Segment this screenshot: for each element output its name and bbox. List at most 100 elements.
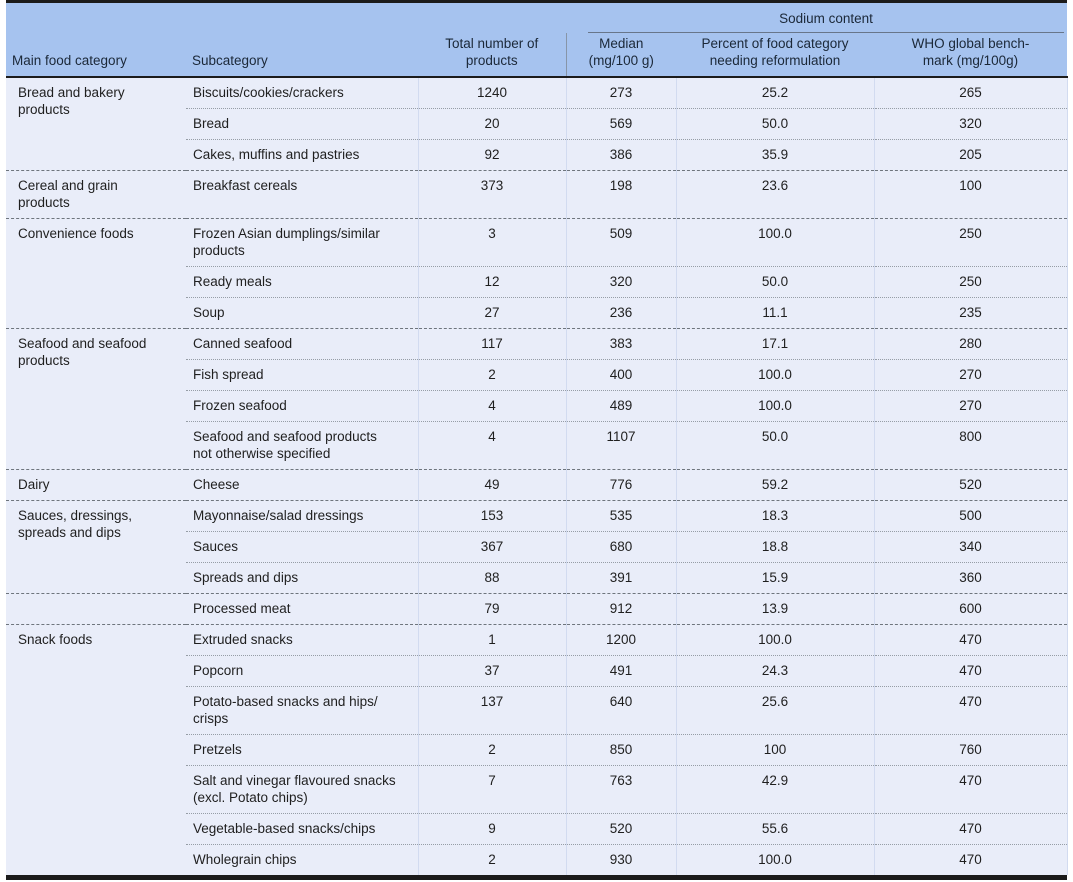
median-sodium-cell: 640 bbox=[565, 686, 676, 735]
col-header-percent-reformulation: Percent of food category needing reformu… bbox=[676, 33, 874, 78]
subcategory-cell: Wholegrain chips bbox=[186, 844, 418, 875]
percent-reformulation-cell: 55.6 bbox=[675, 813, 874, 845]
who-benchmark-cell: 470 bbox=[873, 765, 1068, 814]
who-benchmark-cell: 470 bbox=[873, 813, 1068, 845]
who-benchmark-cell: 205 bbox=[873, 139, 1068, 171]
sodium-content-table: Sodium content Main food category Subcat… bbox=[6, 3, 1068, 875]
total-products-cell: 373 bbox=[417, 170, 566, 219]
who-benchmark-cell: 470 bbox=[873, 624, 1068, 656]
table-row: Fish spread 2 400 100.0 270 bbox=[6, 359, 1068, 391]
total-products-cell: 12 bbox=[417, 266, 566, 298]
who-benchmark-cell: 520 bbox=[873, 469, 1068, 501]
main-category-cell: Snack foods bbox=[6, 624, 186, 875]
who-benchmark-cell: 470 bbox=[873, 655, 1068, 687]
total-products-cell: 49 bbox=[417, 469, 566, 501]
total-products-cell: 1240 bbox=[417, 77, 566, 109]
subcategory-cell: Breakfast cereals bbox=[186, 170, 418, 219]
total-products-cell: 20 bbox=[417, 108, 566, 140]
table-row: Potato-based snacks and hips/ crisps 137 6… bbox=[6, 686, 1068, 735]
median-sodium-cell: 391 bbox=[565, 562, 676, 594]
who-benchmark-cell: 265 bbox=[873, 77, 1068, 109]
column-header-row: Main food category Subcategory Total num… bbox=[6, 33, 1068, 78]
table-row: Pretzels 2 850 100 760 bbox=[6, 734, 1068, 766]
percent-reformulation-cell: 50.0 bbox=[675, 108, 874, 140]
median-sodium-cell: 198 bbox=[565, 170, 676, 219]
median-sodium-cell: 273 bbox=[565, 77, 676, 109]
median-sodium-cell: 850 bbox=[565, 734, 676, 766]
median-sodium-cell: 489 bbox=[565, 390, 676, 422]
percent-reformulation-cell: 35.9 bbox=[675, 139, 874, 171]
total-products-cell: 37 bbox=[417, 655, 566, 687]
table-row: Bread 20 569 50.0 320 bbox=[6, 108, 1068, 140]
who-benchmark-cell: 320 bbox=[873, 108, 1068, 140]
median-sodium-cell: 680 bbox=[565, 531, 676, 563]
table-row: Soup 27 236 11.1 235 bbox=[6, 297, 1068, 329]
total-products-cell: 4 bbox=[417, 421, 566, 470]
table-row: Dairy Cheese 49 776 59.2 520 bbox=[6, 469, 1068, 501]
header-blank-cell bbox=[6, 3, 566, 33]
subcategory-cell: Frozen Asian dumplings/similar products bbox=[186, 218, 418, 267]
subcategory-cell: Processed meat bbox=[186, 593, 418, 625]
subcategory-cell: Salt and vinegar flavoured snacks (excl.… bbox=[186, 765, 418, 814]
col-header-main-food-category: Main food category bbox=[6, 33, 186, 78]
percent-reformulation-cell: 15.9 bbox=[675, 562, 874, 594]
percent-reformulation-cell: 24.3 bbox=[675, 655, 874, 687]
table-header: Sodium content Main food category Subcat… bbox=[6, 3, 1068, 78]
total-products-cell: 9 bbox=[417, 813, 566, 845]
percent-reformulation-cell: 100.0 bbox=[675, 390, 874, 422]
total-products-cell: 92 bbox=[417, 139, 566, 171]
percent-reformulation-cell: 100.0 bbox=[675, 844, 874, 875]
header-spanner-row: Sodium content bbox=[6, 3, 1068, 33]
percent-reformulation-cell: 50.0 bbox=[675, 266, 874, 298]
subcategory-cell: Canned seafood bbox=[186, 328, 418, 360]
median-sodium-cell: 1200 bbox=[565, 624, 676, 656]
who-benchmark-cell: 470 bbox=[873, 844, 1068, 875]
table-body: Bread and bakery products Biscuits/cookie… bbox=[6, 77, 1068, 875]
total-products-cell: 117 bbox=[417, 328, 566, 360]
total-products-cell: 79 bbox=[417, 593, 566, 625]
percent-reformulation-cell: 100.0 bbox=[675, 624, 874, 656]
who-benchmark-cell: 270 bbox=[873, 390, 1068, 422]
subcategory-cell: Cheese bbox=[186, 469, 418, 501]
subcategory-cell: Vegetable-based snacks/chips bbox=[186, 813, 418, 845]
who-benchmark-cell: 760 bbox=[873, 734, 1068, 766]
median-sodium-cell: 535 bbox=[565, 500, 676, 532]
total-products-cell: 137 bbox=[417, 686, 566, 735]
sodium-table-wrap: Sodium content Main food category Subcat… bbox=[6, 0, 1068, 880]
who-benchmark-cell: 270 bbox=[873, 359, 1068, 391]
table-row: Popcorn 37 491 24.3 470 bbox=[6, 655, 1068, 687]
table-row: Seafood and seafood products Canned seafo… bbox=[6, 328, 1068, 470]
percent-reformulation-cell: 59.2 bbox=[675, 469, 874, 501]
total-products-cell: 1 bbox=[417, 624, 566, 656]
subcategory-cell: Popcorn bbox=[186, 655, 418, 687]
percent-reformulation-cell: 18.3 bbox=[675, 500, 874, 532]
median-sodium-cell: 491 bbox=[565, 655, 676, 687]
table-row: Bread and bakery products Biscuits/cookie… bbox=[6, 77, 1068, 171]
table-row: Processed meat 79 912 13.9 600 bbox=[6, 593, 1068, 625]
who-benchmark-cell: 470 bbox=[873, 686, 1068, 735]
main-category-cell: Convenience foods bbox=[6, 218, 186, 329]
who-benchmark-cell: 360 bbox=[873, 562, 1068, 594]
subcategory-cell: Spreads and dips bbox=[186, 562, 418, 594]
subcategory-cell: Frozen seafood bbox=[186, 390, 418, 422]
percent-reformulation-cell: 25.2 bbox=[675, 77, 874, 109]
percent-reformulation-cell: 13.9 bbox=[675, 593, 874, 625]
who-benchmark-cell: 500 bbox=[873, 500, 1068, 532]
subcategory-cell: Sauces bbox=[186, 531, 418, 563]
main-category-cell: Bread and bakery products bbox=[6, 77, 186, 171]
subcategory-cell: Potato-based snacks and hips/ crisps bbox=[186, 686, 418, 735]
total-products-cell: 88 bbox=[417, 562, 566, 594]
percent-reformulation-cell: 25.6 bbox=[675, 686, 874, 735]
table-row: Sauces, dressings, spreads and dips Mayon… bbox=[6, 500, 1068, 594]
subcategory-cell: Ready meals bbox=[186, 266, 418, 298]
percent-reformulation-cell: 100.0 bbox=[675, 218, 874, 267]
col-header-subcategory: Subcategory bbox=[186, 33, 418, 78]
subcategory-cell: Biscuits/cookies/crackers bbox=[186, 77, 418, 109]
table-row: Seafood and seafood products not otherwi… bbox=[6, 421, 1068, 470]
percent-reformulation-cell: 100.0 bbox=[675, 359, 874, 391]
who-benchmark-cell: 340 bbox=[873, 531, 1068, 563]
percent-reformulation-cell: 23.6 bbox=[675, 170, 874, 219]
median-sodium-cell: 520 bbox=[565, 813, 676, 845]
median-sodium-cell: 776 bbox=[565, 469, 676, 501]
main-category-cell bbox=[6, 593, 186, 625]
